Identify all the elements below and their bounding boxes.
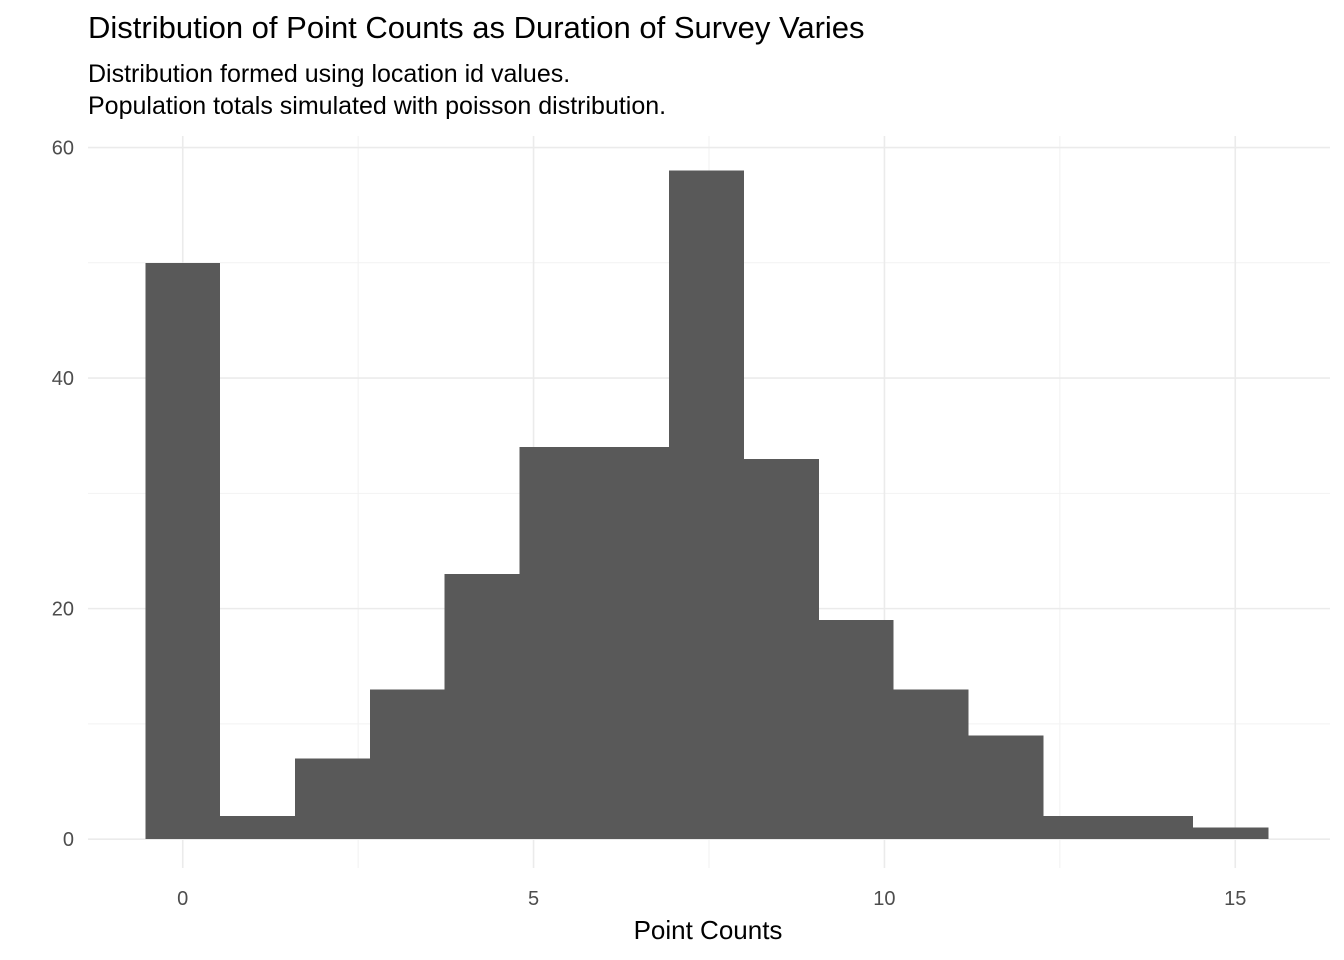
y-tick-label: 20 xyxy=(52,599,74,621)
histogram-bar xyxy=(819,620,894,840)
histogram-bars xyxy=(145,170,1269,840)
histogram-bar xyxy=(594,447,670,840)
histogram-bar xyxy=(370,689,445,840)
x-tick-label: 10 xyxy=(873,888,895,910)
histogram-bar xyxy=(1043,816,1119,840)
histogram-bar xyxy=(1118,816,1194,840)
histogram-bar xyxy=(519,447,595,840)
y-tick-label: 60 xyxy=(52,138,74,160)
histogram-bar xyxy=(893,689,969,840)
x-axis-title: Point Counts xyxy=(634,915,783,945)
x-axis-tick-labels: 0 5 10 15 xyxy=(177,888,1246,910)
histogram-bar xyxy=(145,262,220,840)
histogram-bar xyxy=(219,816,295,840)
y-tick-label: 0 xyxy=(63,829,74,851)
histogram-bar xyxy=(669,170,745,840)
y-tick-label: 40 xyxy=(52,368,74,390)
histogram-bar xyxy=(295,758,371,840)
x-tick-label: 15 xyxy=(1224,888,1246,910)
histogram-bar xyxy=(744,458,820,840)
histogram-bar xyxy=(1193,827,1269,840)
chart-title: Distribution of Point Counts as Duration… xyxy=(88,10,865,45)
x-tick-label: 5 xyxy=(528,888,539,910)
histogram-bar xyxy=(968,735,1044,840)
y-axis-tick-labels: 0 20 40 60 xyxy=(52,138,74,852)
x-tick-label: 0 xyxy=(177,888,188,910)
chart-subtitle-line-2: Population totals simulated with poisson… xyxy=(88,92,667,120)
chart-subtitle-line-1: Distribution formed using location id va… xyxy=(88,60,571,88)
histogram-bar xyxy=(444,574,520,840)
